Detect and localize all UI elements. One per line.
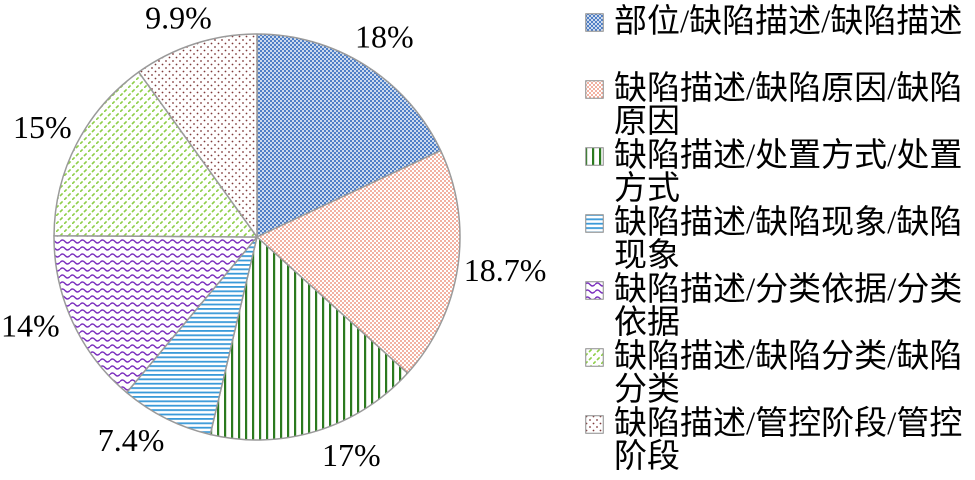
legend-item-1: 部位/缺陷描述/缺陷描述 xyxy=(585,6,972,72)
pie-slice-5 xyxy=(53,234,258,394)
pie-slice-2 xyxy=(256,149,461,374)
legend-item-6: 缺陷描述/缺陷分类/缺陷分类 xyxy=(585,341,972,407)
pie-slice-3 xyxy=(209,236,409,441)
legend-item-7: 缺陷描述/管控阶段/管控阶段 xyxy=(585,408,972,474)
data-label-3: 17% xyxy=(322,437,381,473)
legend-label-2: 缺陷描述/缺陷原因/缺陷原因 xyxy=(614,71,963,140)
legend-label-1: 部位/缺陷描述/缺陷描述 xyxy=(614,4,963,40)
data-label-7: 9.9% xyxy=(145,0,212,36)
legend-swatch-4 xyxy=(585,214,604,233)
legend-label-5: 缺陷描述/分类依据/分类依据 xyxy=(614,272,963,341)
pie-slice-1 xyxy=(256,33,442,238)
legend-item-3: 缺陷描述/处置方式/处置方式 xyxy=(585,140,972,206)
legend-item-5: 缺陷描述/分类依据/分类依据 xyxy=(585,274,972,340)
legend-item-4: 缺陷描述/缺陷现象/缺陷现象 xyxy=(585,207,972,273)
data-label-4: 7.4% xyxy=(98,422,165,458)
pie-slice-6 xyxy=(53,71,258,238)
data-label-2: 18.7% xyxy=(464,252,547,288)
legend-item-2: 缺陷描述/缺陷原因/缺陷原因 xyxy=(585,73,972,139)
legend-swatch-1 xyxy=(585,13,604,32)
legend-swatch-2 xyxy=(585,80,604,99)
data-label-1: 18% xyxy=(355,18,414,54)
legend-label-4: 缺陷描述/缺陷现象/缺陷现象 xyxy=(614,205,963,274)
data-label-6: 15% xyxy=(13,109,72,145)
legend-label-6: 缺陷描述/缺陷分类/缺陷分类 xyxy=(614,339,963,408)
legend-swatch-6 xyxy=(585,348,604,367)
legend-swatch-7 xyxy=(585,415,604,434)
legend-swatch-3 xyxy=(585,147,604,166)
legend-swatch-5 xyxy=(585,281,604,300)
data-label-5: 14% xyxy=(1,308,60,344)
legend-label-3: 缺陷描述/处置方式/处置方式 xyxy=(614,138,963,207)
pie-slices xyxy=(53,33,461,441)
legend-label-7: 缺陷描述/管控阶段/管控阶段 xyxy=(614,406,963,475)
data-labels: 18% 18.7% 17% 7.4% 14% 15% 9.9% xyxy=(1,0,546,473)
pie-slice-7 xyxy=(137,33,258,238)
